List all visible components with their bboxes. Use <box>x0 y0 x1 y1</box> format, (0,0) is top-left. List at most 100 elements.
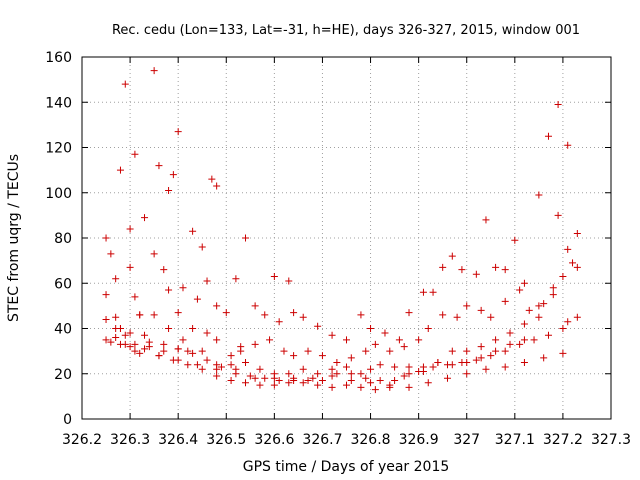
data-point <box>270 381 278 389</box>
data-point <box>559 349 567 357</box>
data-point <box>333 370 341 378</box>
data-point <box>213 302 221 310</box>
data-point <box>405 309 413 317</box>
data-point <box>309 374 317 382</box>
data-point <box>116 340 124 348</box>
data-point <box>540 354 548 362</box>
x-tick-label: 326.5 <box>206 432 246 448</box>
data-point <box>477 354 485 362</box>
data-point <box>357 311 365 319</box>
data-point <box>150 311 158 319</box>
data-point <box>492 347 500 355</box>
data-point <box>506 340 514 348</box>
data-point <box>318 377 326 385</box>
data-point <box>251 374 259 382</box>
data-point <box>242 234 250 242</box>
data-point <box>184 361 192 369</box>
data-point <box>343 336 350 344</box>
data-point <box>299 365 307 373</box>
data-point <box>222 309 230 317</box>
data-point <box>343 363 350 371</box>
data-point <box>179 336 187 344</box>
data-point <box>314 322 322 330</box>
data-point <box>367 379 375 387</box>
data-point <box>126 343 134 351</box>
data-point <box>362 347 370 355</box>
data-point <box>174 309 182 317</box>
data-point <box>246 372 254 380</box>
data-point <box>559 325 567 332</box>
data-point <box>179 284 187 292</box>
data-point <box>256 365 264 373</box>
data-point <box>102 291 110 299</box>
data-point <box>386 381 394 389</box>
data-point <box>155 352 163 360</box>
data-point <box>520 358 528 366</box>
data-point <box>554 101 562 109</box>
data-point <box>492 263 500 271</box>
data-point <box>189 349 197 357</box>
data-point <box>290 309 298 317</box>
data-point <box>217 363 225 371</box>
data-point <box>314 381 322 389</box>
data-point <box>333 358 341 366</box>
data-point <box>126 329 134 337</box>
data-point <box>275 377 283 385</box>
data-point <box>439 311 447 319</box>
data-point <box>477 306 485 314</box>
data-point <box>184 347 192 355</box>
x-tick-label: 327.2 <box>543 432 583 448</box>
data-point <box>280 347 288 355</box>
data-point <box>261 311 269 319</box>
data-point <box>525 306 533 314</box>
data-point <box>439 263 447 271</box>
data-point <box>376 377 384 385</box>
y-axis-label: STEC from uqrg / TECUs <box>6 154 22 322</box>
data-point <box>174 128 182 136</box>
data-point <box>477 343 485 351</box>
x-tick-label: 326.4 <box>158 432 198 448</box>
data-point <box>564 318 572 326</box>
data-point <box>121 80 129 88</box>
data-point <box>573 229 581 237</box>
data-point <box>328 372 336 380</box>
data-point <box>304 377 312 385</box>
data-point <box>198 365 206 373</box>
data-point <box>367 325 375 332</box>
data-point <box>564 141 572 149</box>
x-tick-label: 326.2 <box>62 432 102 448</box>
data-point <box>270 272 278 280</box>
grid-lines <box>82 57 611 419</box>
data-point <box>251 302 259 310</box>
data-point <box>121 331 129 339</box>
data-point <box>131 150 139 158</box>
data-point <box>391 377 399 385</box>
data-point <box>573 263 581 271</box>
data-point <box>314 370 322 378</box>
data-point <box>376 361 384 369</box>
data-point <box>232 370 240 378</box>
data-point <box>256 381 264 389</box>
data-point <box>131 340 139 348</box>
data-point <box>112 334 120 342</box>
y-tick-label: 0 <box>63 412 72 428</box>
data-point <box>516 340 524 348</box>
data-point <box>290 377 298 385</box>
data-point <box>227 352 235 360</box>
data-point <box>535 313 543 321</box>
data-point <box>554 211 562 219</box>
data-point <box>511 236 519 244</box>
data-point <box>328 331 336 339</box>
data-point <box>328 383 336 391</box>
data-point <box>160 266 168 274</box>
data-point <box>472 270 480 278</box>
data-point <box>141 214 149 222</box>
x-tick-label: 327.1 <box>495 432 535 448</box>
data-point <box>569 259 577 267</box>
x-tick-label: 326.6 <box>254 432 294 448</box>
data-point <box>136 349 144 357</box>
data-point <box>424 379 432 387</box>
x-tick-label: 326.9 <box>399 432 439 448</box>
x-tick-label: 326.8 <box>350 432 390 448</box>
